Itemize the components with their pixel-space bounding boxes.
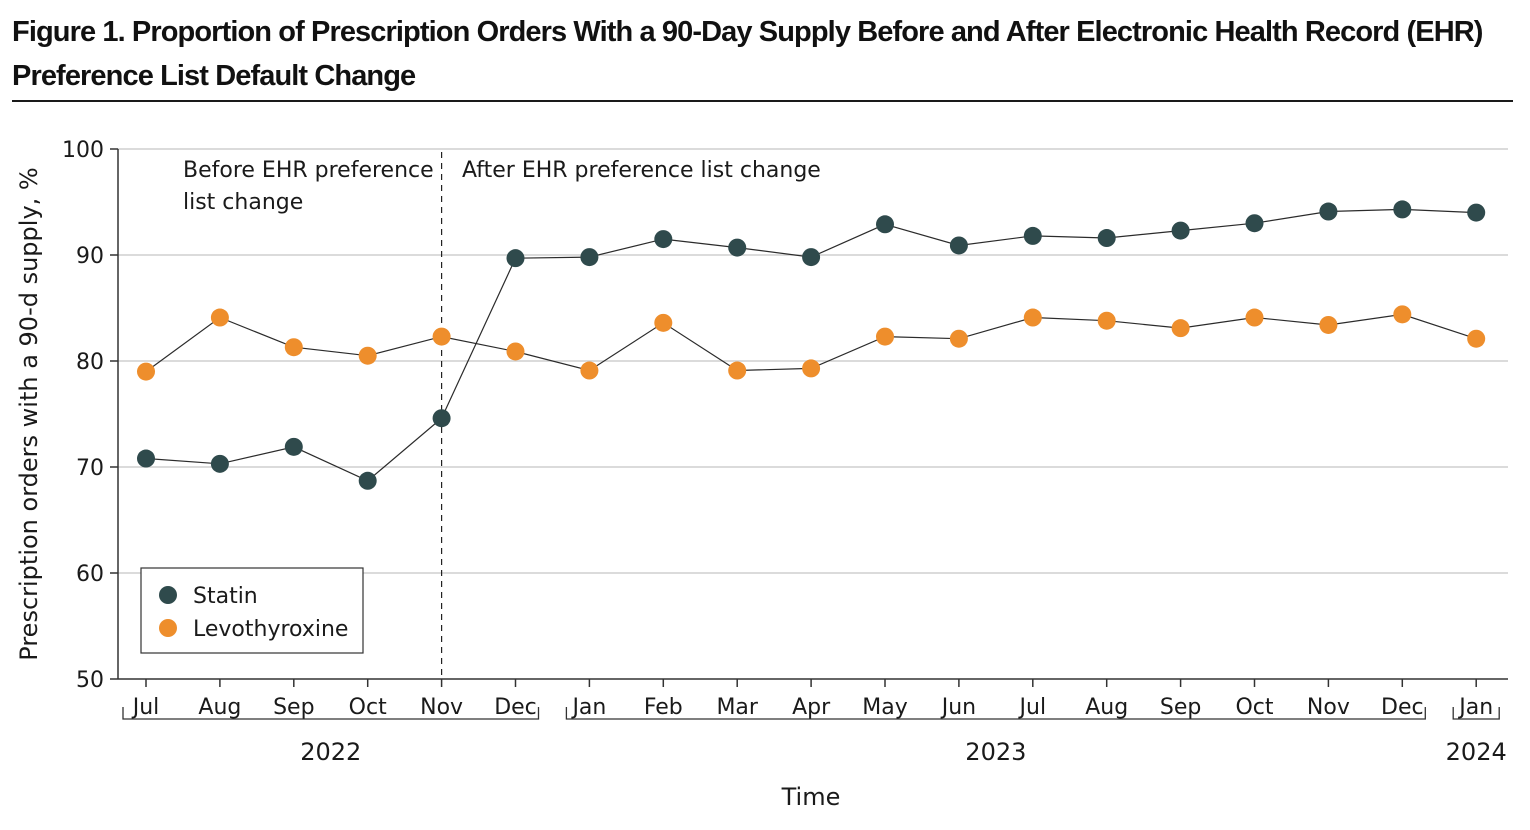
data-point-statin	[432, 409, 451, 428]
legend-marker-levothyroxine	[159, 619, 177, 637]
y-axis-title: Prescription orders with a 90-d supply, …	[15, 167, 43, 660]
data-point-statin	[728, 238, 747, 257]
data-point-statin	[210, 454, 229, 473]
x-tick-label: Sep	[1160, 695, 1201, 720]
x-tick-label: Sep	[273, 695, 314, 720]
data-point-statin	[654, 230, 673, 249]
x-tick-label: Nov	[1307, 695, 1350, 720]
data-point-levothyroxine	[1245, 308, 1264, 327]
x-tick-label: Jun	[940, 695, 976, 720]
data-point-statin	[137, 449, 155, 468]
data-point-levothyroxine	[876, 327, 894, 346]
y-tick-label: 90	[76, 244, 104, 269]
year-bracket-2023	[565, 707, 1426, 720]
data-point-statin	[1171, 221, 1190, 240]
x-tick-label: Dec	[494, 695, 537, 720]
data-point-levothyroxine	[1023, 308, 1042, 327]
legend-label-levothyroxine: Levothyroxine	[193, 617, 348, 642]
x-tick-label: Oct	[1235, 695, 1273, 720]
x-tick-label: Feb	[644, 695, 683, 720]
year-bracket-2022	[122, 707, 540, 720]
legend-label-statin: Statin	[193, 584, 258, 609]
data-point-statin	[1097, 229, 1116, 248]
year-label: 2023	[965, 738, 1026, 766]
data-point-statin	[1023, 226, 1042, 245]
x-tick-label: Jul	[131, 695, 160, 720]
after-change-label: After EHR preference list change	[462, 158, 821, 183]
year-label: 2024	[1446, 738, 1507, 766]
year-label: 2022	[300, 738, 361, 766]
data-point-statin	[1393, 200, 1412, 219]
data-point-statin	[358, 471, 377, 490]
data-point-levothyroxine	[1319, 315, 1338, 334]
y-tick-label: 100	[62, 138, 104, 163]
data-point-levothyroxine	[949, 329, 968, 348]
data-point-levothyroxine	[802, 359, 821, 378]
legend: Statin Levothyroxine	[140, 567, 364, 654]
data-point-statin	[506, 249, 525, 268]
data-point-levothyroxine	[506, 342, 525, 361]
x-tick-label: Jan	[1457, 695, 1493, 720]
legend-box	[140, 567, 364, 654]
data-point-levothyroxine	[432, 327, 451, 346]
data-point-levothyroxine	[1467, 329, 1486, 348]
x-tick-label: Mar	[716, 695, 758, 720]
data-point-levothyroxine	[580, 361, 599, 380]
y-tick-label: 60	[76, 562, 104, 587]
x-tick-label: Apr	[792, 695, 831, 720]
x-tick-label: Aug	[1085, 695, 1128, 720]
data-point-levothyroxine	[728, 361, 747, 380]
data-point-levothyroxine	[654, 313, 673, 332]
title-rule	[12, 100, 1513, 102]
before-change-label: Before EHR preference	[183, 158, 434, 183]
data-point-statin	[284, 437, 303, 456]
intervention-annotation: Before EHR preference list change After …	[183, 152, 821, 679]
x-tick-label: Dec	[1381, 695, 1424, 720]
data-point-statin	[1467, 203, 1486, 222]
x-tick-label: Oct	[349, 695, 387, 720]
data-point-statin	[1319, 202, 1338, 221]
data-point-levothyroxine	[1393, 305, 1412, 324]
x-tick-label: Aug	[198, 695, 241, 720]
x-tick-label: Jul	[1018, 695, 1047, 720]
year-bracket-2024	[1452, 707, 1500, 720]
figure-title: Figure 1. Proportion of Prescription Ord…	[12, 16, 1483, 92]
data-point-statin	[580, 248, 599, 267]
before-change-label-line2: list change	[183, 190, 303, 215]
legend-marker-statin	[159, 586, 177, 604]
data-point-statin	[802, 248, 821, 267]
y-tick-label: 70	[76, 456, 104, 481]
x-axis-title: Time	[781, 783, 841, 811]
x-tick-label: Jan	[570, 695, 606, 720]
data-point-statin	[949, 236, 968, 255]
axes: 50 60 70 80 90 100 Jul Aug Sep Oct Nov Dec Jan Feb Mar…	[62, 138, 1508, 766]
data-point-levothyroxine	[210, 308, 229, 327]
data-point-levothyroxine	[1171, 319, 1190, 338]
data-point-statin	[876, 215, 894, 234]
data-point-levothyroxine	[358, 346, 377, 365]
x-tick-label: Nov	[420, 695, 463, 720]
data-point-levothyroxine	[137, 362, 155, 381]
y-tick-label: 50	[76, 668, 104, 693]
data-point-levothyroxine	[1097, 311, 1116, 330]
x-tick-label: May	[862, 695, 907, 720]
y-tick-label: 80	[76, 350, 104, 375]
data-point-levothyroxine	[284, 338, 303, 357]
data-point-statin	[1245, 214, 1264, 233]
data-series	[137, 200, 1486, 490]
